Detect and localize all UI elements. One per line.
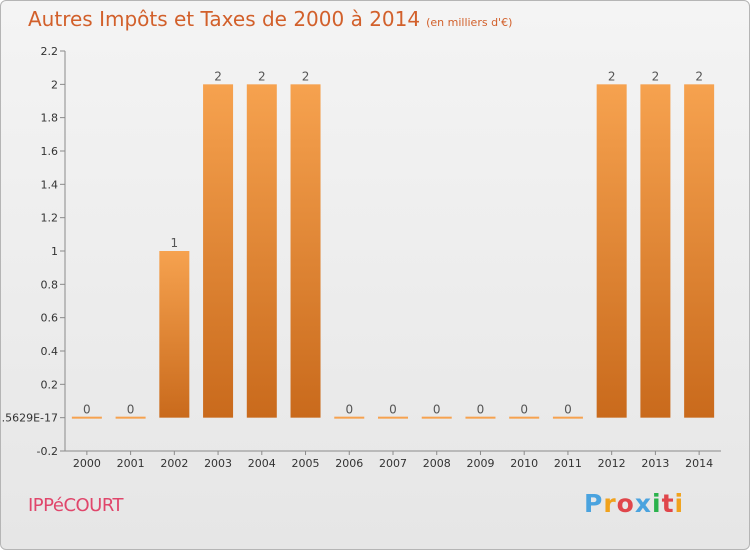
title-row: Autres Impôts et Taxes de 2000 à 2014 (en… [28, 7, 512, 31]
x-tick-label: 2009 [466, 457, 494, 470]
x-tick-label: 2004 [248, 457, 276, 470]
data-label: 2 [302, 69, 310, 83]
y-tick-label: 2.2 [41, 45, 59, 58]
y-tick-label: -1.5629E-17 [1, 412, 58, 425]
y-tick-label: 0.6 [41, 312, 59, 325]
ticks: -0.2 -1.5629E-17 0.2 0.4 0.6 0.8 1 1.2 1.4 1.6 1.8… [1, 45, 713, 470]
y-tick-label: 0.8 [41, 278, 59, 291]
data-label: 2 [695, 69, 703, 83]
x-tick-label: 2002 [160, 457, 188, 470]
bar [640, 84, 671, 418]
proxiti-logo[interactable]: Proxiti [584, 489, 684, 518]
x-tick-label: 2007 [379, 457, 407, 470]
data-label: 0 [127, 403, 135, 417]
bar [203, 84, 234, 418]
chart-subtitle: (en milliers d'€) [426, 16, 513, 29]
y-tick-label: -0.2 [37, 445, 58, 458]
bars: 0 0 1 2 2 2 0 0 0 0 0 0 2 2 2 [71, 69, 715, 419]
data-label: 2 [608, 69, 616, 83]
data-label: 0 [477, 403, 485, 417]
bar [465, 416, 496, 419]
y-tick-label: 0.2 [41, 378, 59, 391]
logo-letter: t [661, 489, 675, 518]
logo-letter: i [652, 489, 662, 518]
data-label: 0 [389, 403, 397, 417]
data-label: 0 [433, 403, 441, 417]
y-tick-label: 1.2 [41, 212, 59, 225]
y-tick-label: 1.6 [41, 145, 59, 158]
data-label: 0 [564, 403, 572, 417]
bar [596, 84, 627, 418]
bar [421, 416, 452, 419]
logo-letter: r [603, 489, 617, 518]
data-label: 0 [520, 403, 528, 417]
bar [290, 84, 321, 418]
bar [378, 416, 408, 419]
y-tick-label: 1 [51, 245, 58, 258]
y-tick-label: 0.4 [41, 345, 59, 358]
x-tick-label: 2006 [335, 457, 363, 470]
bar [684, 84, 715, 418]
x-tick-label: 2003 [204, 457, 232, 470]
data-label: 2 [652, 69, 660, 83]
y-tick-label: 2 [51, 78, 58, 91]
bar [71, 416, 102, 419]
x-tick-label: 2013 [641, 457, 669, 470]
bar [509, 416, 540, 419]
data-label: 1 [171, 236, 179, 250]
y-tick-label: 1.4 [41, 178, 59, 191]
chart-title: Autres Impôts et Taxes de 2000 à 2014 [28, 7, 421, 31]
logo-letter: i [674, 489, 685, 518]
bar [552, 416, 583, 419]
x-tick-label: 2011 [554, 457, 582, 470]
x-tick-label: 2014 [685, 457, 713, 470]
x-tick-label: 2012 [598, 457, 626, 470]
x-tick-label: 2001 [117, 457, 145, 470]
data-label: 2 [214, 69, 222, 83]
x-tick-label: 2000 [73, 457, 101, 470]
bar [159, 251, 190, 418]
x-tick-label: 2010 [510, 457, 538, 470]
bar [246, 84, 277, 418]
data-label: 0 [345, 403, 353, 417]
y-tick-label: 1.8 [41, 112, 59, 125]
x-tick-label: 2008 [423, 457, 451, 470]
bar [334, 416, 365, 419]
logo-letter: x [634, 489, 652, 518]
data-label: 0 [83, 403, 91, 417]
commune-name: IPPéCOURT [28, 495, 124, 516]
logo-letter: o [616, 489, 635, 518]
data-label: 2 [258, 69, 266, 83]
bar [115, 416, 146, 419]
logo-letter: P [584, 489, 604, 518]
x-tick-label: 2005 [292, 457, 320, 470]
